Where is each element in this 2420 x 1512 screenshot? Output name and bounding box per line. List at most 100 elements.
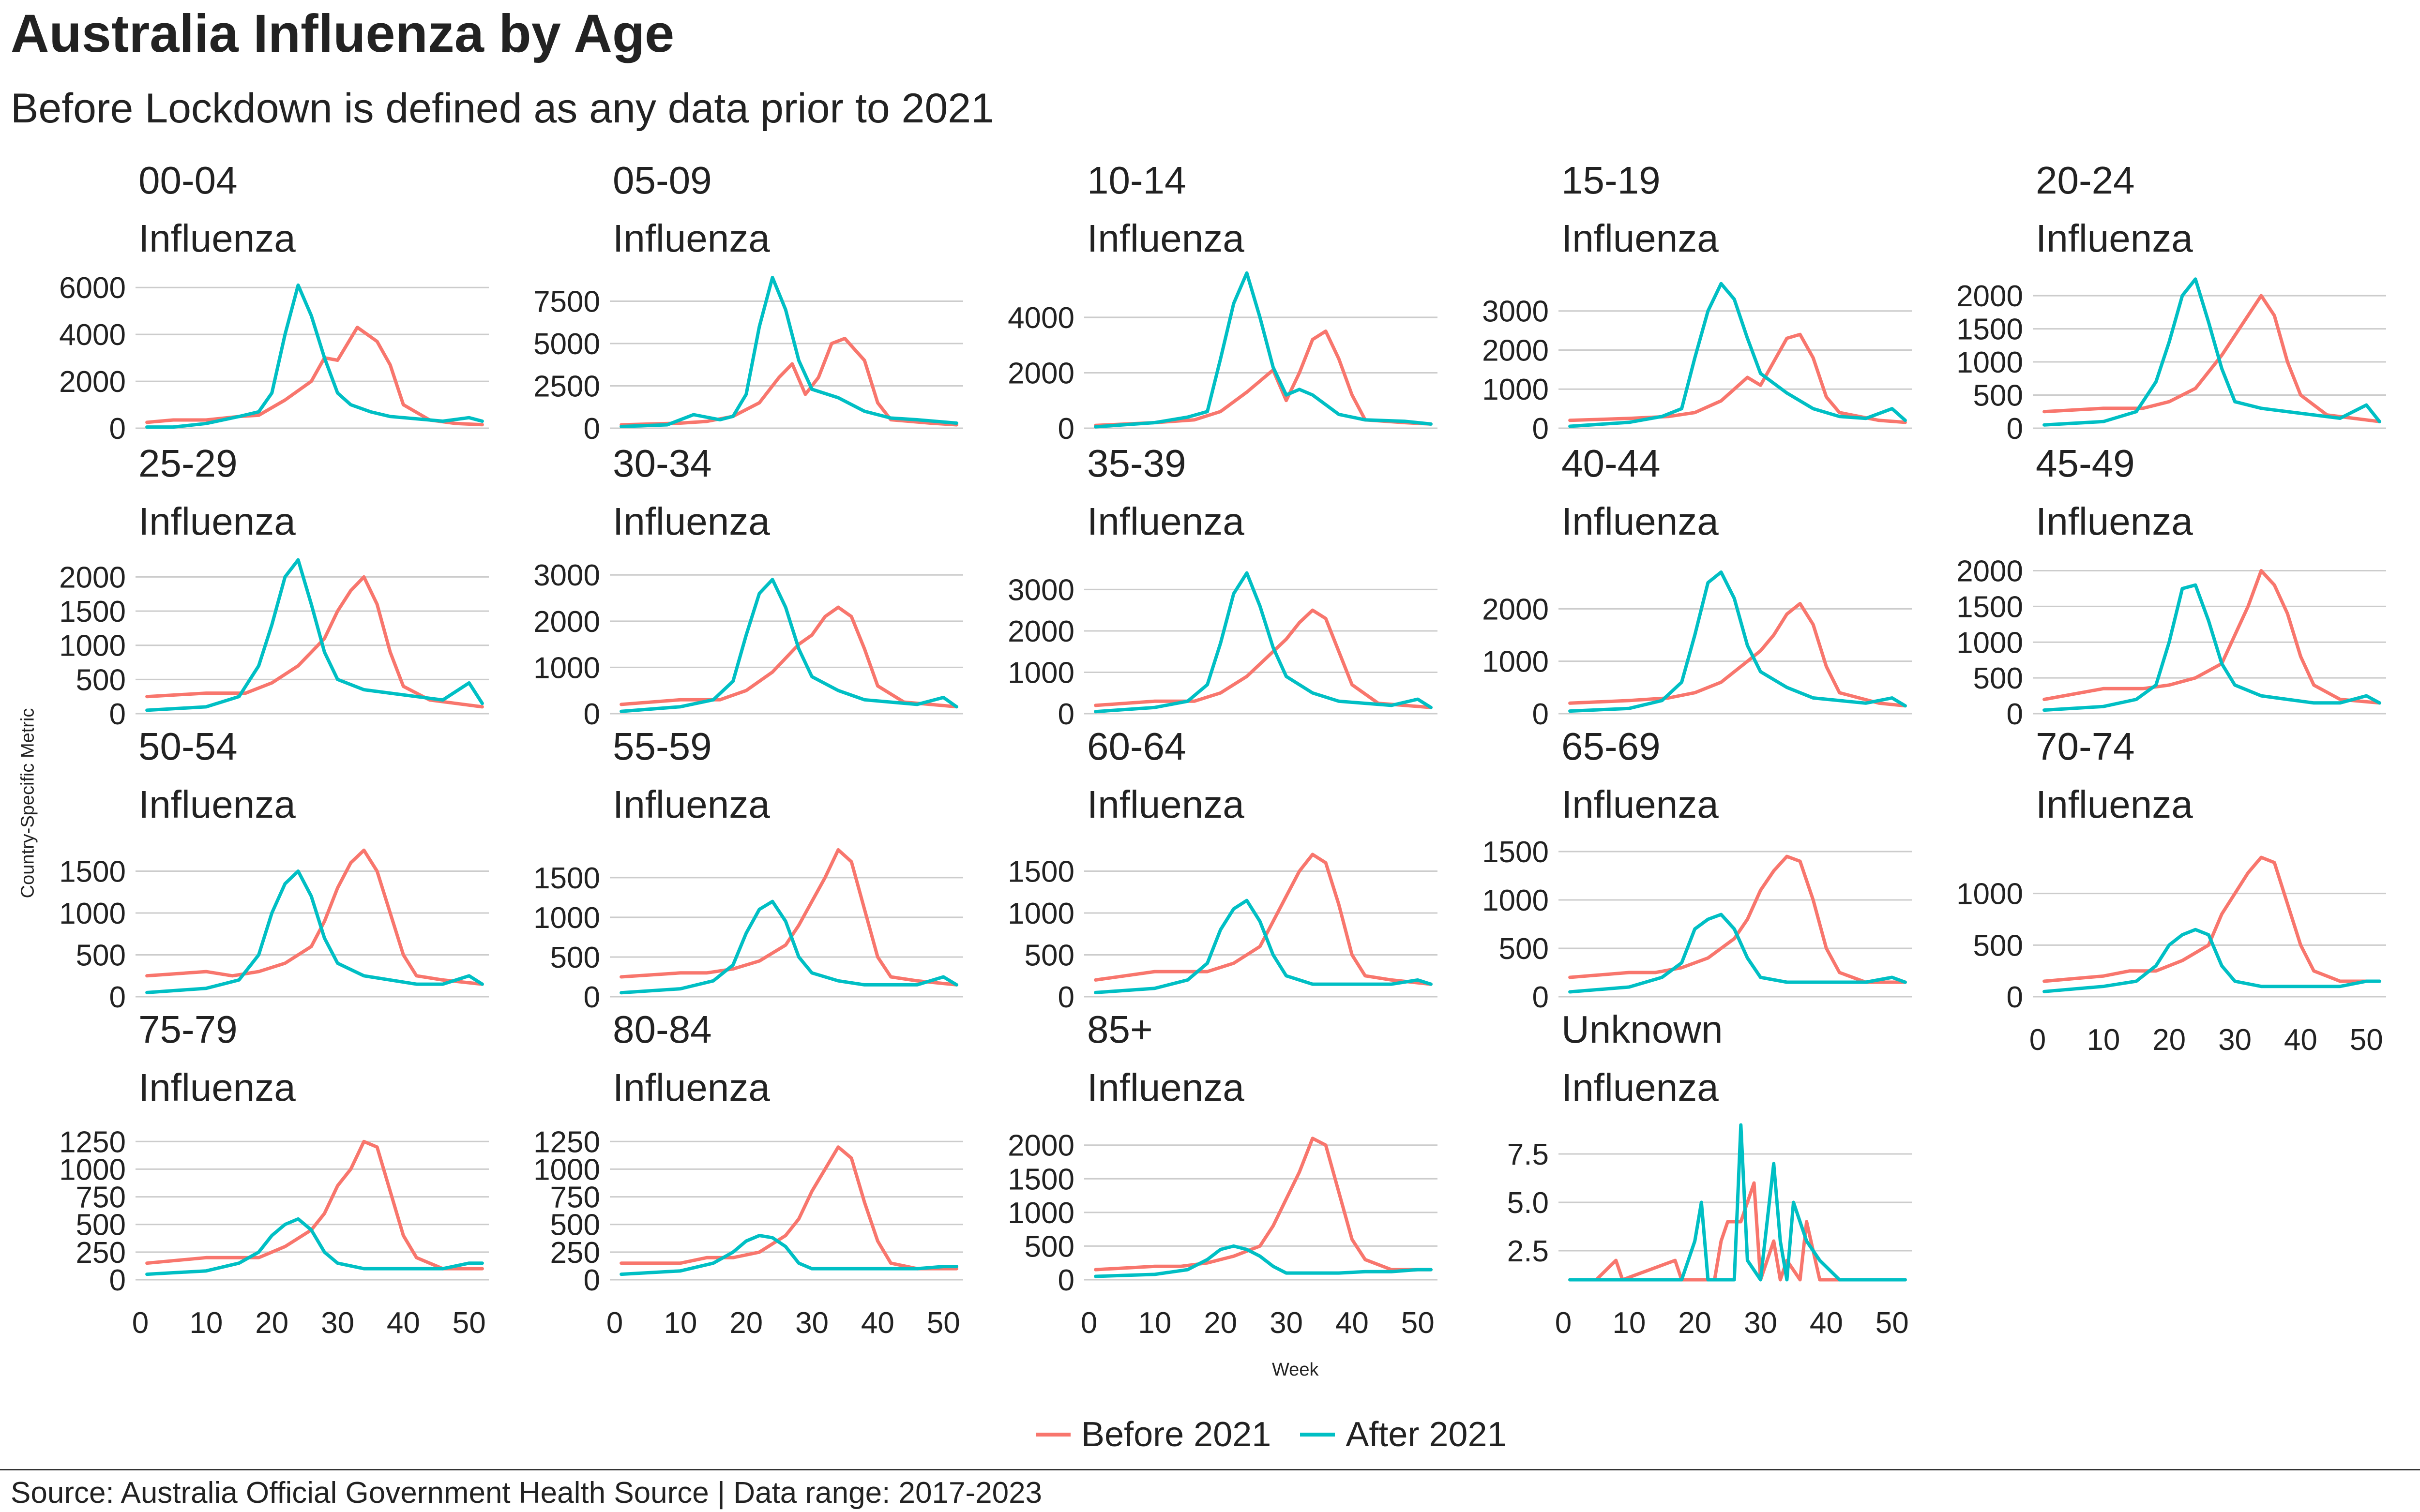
x-tick-label-80-84-5: 50 [927,1306,960,1340]
x-tick-label-75-79-2: 20 [255,1306,288,1340]
x-tick-label-unknown-2: 20 [1678,1306,1711,1340]
panel-unknown: Unknown Influenza 2.5 5.0 7.5 0 10 20 30 40 50 [1507,1008,1912,1340]
panel-title-15-19: 15-19 [1561,159,1661,202]
y-tick-label-unknown-0: 2.5 [1507,1235,1549,1268]
y-tick-label-25-29-0: 0 [109,698,126,731]
y-tick-label-35-39-1: 1000 [1008,656,1074,689]
x-tick-label-85-4: 40 [1335,1306,1369,1340]
panel-subtitle-65-69: Influenza [1561,783,1719,826]
panel-title-45-49: 45-49 [2036,442,2135,485]
y-tick-label-05-09-3: 7500 [533,285,600,319]
x-axis-label: Week [1272,1360,1319,1380]
panel-subtitle-70-74: Influenza [2036,783,2193,826]
y-tick-label-05-09-1: 2500 [533,370,600,404]
y-tick-label-30-34-2: 2000 [533,605,600,639]
series-line-before-85 [1094,1137,1433,1272]
panel-subtitle-25-29: Influenza [138,500,296,543]
legend-item-after: After 2021 [1300,1415,1507,1454]
panel-title-60-64: 60-64 [1087,725,1186,768]
y-tick-label-50-54-2: 1000 [59,897,126,930]
y-tick-label-00-04-3: 6000 [59,271,126,305]
series-line-before-20-24 [2042,294,2381,423]
y-tick-label-75-79-2: 500 [76,1209,126,1242]
series-line-after-25-29 [145,558,484,712]
series-line-after-20-24 [2042,277,2381,427]
panel-subtitle-unknown: Influenza [1561,1066,1719,1109]
panel-title-80-84: 80-84 [613,1008,712,1051]
y-tick-label-30-34-0: 0 [584,698,600,731]
x-tick-label-70-74-2: 20 [2152,1023,2186,1057]
series-line-before-70-74 [2042,855,2381,983]
x-tick-label-unknown-0: 0 [1555,1306,1572,1340]
panel-subtitle-45-49: Influenza [2036,500,2193,543]
series-line-before-unknown [1568,1181,1907,1282]
x-tick-label-70-74-1: 10 [2087,1023,2120,1057]
y-tick-label-45-49-0: 0 [2007,698,2023,731]
series-line-before-50-54 [145,848,484,986]
y-tick-label-25-29-3: 1500 [59,595,126,629]
series-line-before-10-14 [1094,329,1433,427]
panel-55-59: 55-59 Influenza 0 500 1000 1500 [533,725,963,1014]
y-tick-label-20-24-4: 2000 [1956,280,2023,313]
y-tick-label-75-79-4: 1000 [59,1153,126,1186]
series-line-before-40-44 [1568,602,1907,708]
y-tick-label-25-29-1: 500 [76,663,126,697]
panel-title-40-44: 40-44 [1561,442,1661,485]
series-line-before-65-69 [1568,854,1907,984]
panel-40-44: 40-44 Influenza 0 1000 2000 [1482,442,1912,731]
y-tick-label-35-39-0: 0 [1058,698,1074,731]
panel-30-34: 30-34 Influenza 0 1000 2000 3000 [533,442,963,731]
source-note: Source: Australia Official Government He… [11,1476,1043,1510]
y-tick-label-80-84-4: 1000 [533,1153,600,1186]
x-tick-label-70-74-0: 0 [2029,1023,2046,1057]
x-tick-label-75-79-1: 10 [189,1306,223,1340]
series-line-after-70-74 [2042,928,2381,993]
y-tick-label-20-24-1: 500 [1973,379,2023,413]
panel-subtitle-50-54: Influenza [138,783,296,826]
y-tick-label-30-34-3: 3000 [533,559,600,592]
panel-title-30-34: 30-34 [613,442,712,485]
series-line-after-55-59 [620,899,958,995]
x-tick-label-80-84-4: 40 [861,1306,894,1340]
y-tick-label-55-59-3: 1500 [533,862,600,895]
series-line-before-55-59 [620,848,958,987]
series-line-after-65-69 [1568,913,1907,994]
panel-title-35-39: 35-39 [1087,442,1186,485]
x-tick-label-unknown-1: 10 [1612,1306,1646,1340]
y-tick-label-55-59-1: 500 [550,941,600,974]
panel-title-00-04: 00-04 [138,159,238,202]
y-tick-label-10-14-1: 2000 [1008,357,1074,390]
series-line-after-80-84 [620,1234,958,1276]
y-tick-label-45-49-2: 1000 [1956,626,2023,659]
panel-title-25-29: 25-29 [138,442,238,485]
y-tick-label-40-44-1: 1000 [1482,645,1549,679]
x-tick-label-75-79-5: 50 [453,1306,486,1340]
series-line-before-15-19 [1568,332,1907,424]
y-tick-label-15-19-1: 1000 [1482,373,1549,406]
series-line-after-unknown [1568,1123,1907,1282]
series-line-before-25-29 [145,575,484,709]
x-tick-label-85-0: 0 [1081,1306,1097,1340]
y-tick-label-05-09-2: 5000 [533,328,600,361]
y-tick-label-00-04-0: 0 [109,412,126,446]
panel-title-unknown: Unknown [1561,1008,1723,1051]
series-line-before-60-64 [1094,853,1433,986]
y-tick-label-15-19-0: 0 [1532,412,1549,446]
panel-title-55-59: 55-59 [613,725,712,768]
y-tick-label-10-14-0: 0 [1058,412,1074,446]
y-tick-label-70-74-2: 1000 [1956,878,2023,911]
panel-subtitle-85: Influenza [1087,1066,1244,1109]
y-tick-label-15-19-3: 3000 [1482,295,1549,329]
panel-title-85: 85+ [1087,1008,1153,1051]
x-tick-label-unknown-4: 40 [1810,1306,1843,1340]
panel-subtitle-10-14: Influenza [1087,217,1244,260]
y-tick-label-45-49-1: 500 [1973,662,2023,695]
y-tick-label-85-2: 1000 [1008,1197,1074,1230]
y-tick-label-65-69-3: 1500 [1482,836,1549,869]
panel-70-74: 70-74 Influenza 0 500 1000 0 10 20 30 40 50 [1956,725,2386,1057]
y-tick-label-50-54-0: 0 [109,981,126,1014]
panel-35-39: 35-39 Influenza 0 1000 2000 3000 [1008,442,1437,731]
series-line-after-30-34 [620,578,958,713]
